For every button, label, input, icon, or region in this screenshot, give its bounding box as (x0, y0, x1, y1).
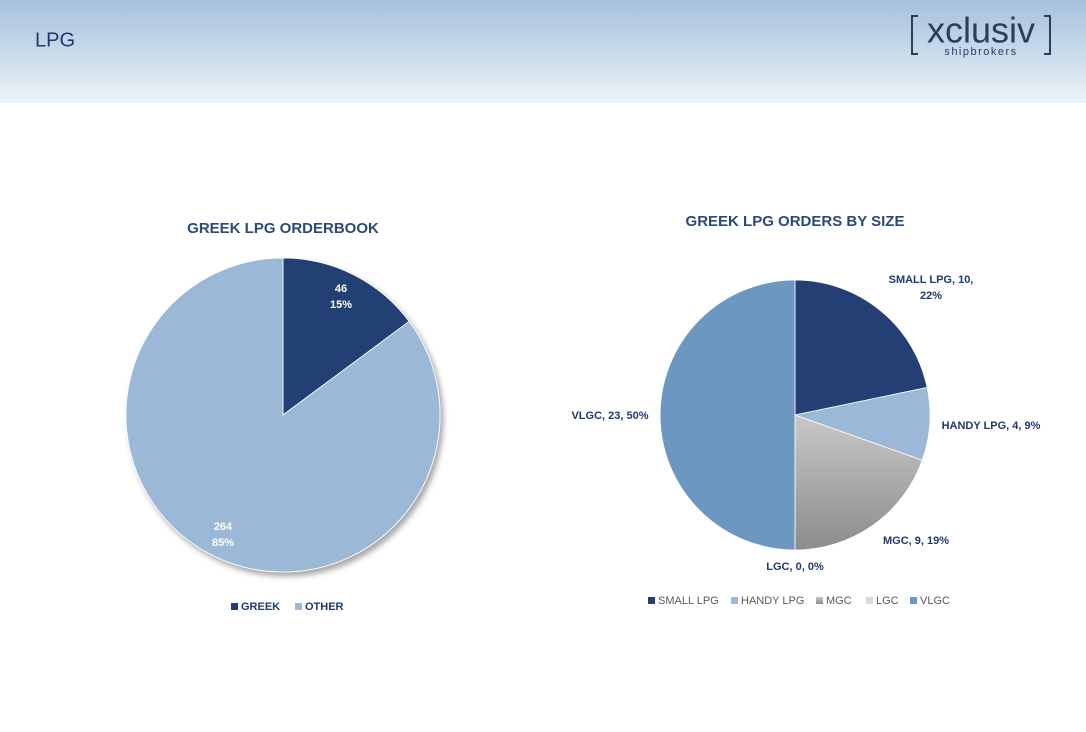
legend-label: VLGC (920, 595, 950, 607)
data-label: VLGC, 23, 50% (571, 410, 648, 422)
data-label: MGC, 9, 19% (883, 535, 949, 547)
logo-sub: shipbrokers (944, 46, 1017, 58)
data-label: SMALL LPG, 10, (889, 274, 974, 286)
chart-title: GREEK LPG ORDERS BY SIZE (686, 213, 905, 230)
data-label: 15% (330, 299, 352, 311)
pie (659, 279, 931, 551)
pie-slice (125, 257, 441, 573)
page-title: LPG (35, 29, 75, 51)
logo-brackets (911, 15, 1051, 55)
chart-title: GREEK LPG ORDERBOOK (187, 220, 379, 237)
legend-swatch (231, 603, 238, 610)
data-label: 22% (920, 290, 942, 302)
legend-label: OTHER (305, 601, 344, 613)
data-label: 46 (335, 283, 347, 295)
pie-slice (282, 257, 410, 416)
pie-slice (659, 279, 796, 551)
logo: xclusiv (927, 10, 1035, 51)
legend-swatch (910, 597, 917, 604)
header-band (0, 0, 1086, 103)
legend-swatch (731, 597, 738, 604)
pie (125, 257, 441, 573)
pie-slice (794, 414, 923, 551)
data-label: LGC, 0, 0% (766, 561, 824, 573)
legend-label: MGC (826, 595, 852, 607)
legend-label: LGC (876, 595, 899, 607)
legend-swatch (648, 597, 655, 604)
data-label: HANDY LPG, 4, 9% (942, 420, 1041, 432)
legend-swatch (816, 597, 823, 604)
legend-swatch (866, 597, 873, 604)
data-label: 85% (212, 537, 234, 549)
legend-label: HANDY LPG (741, 595, 804, 607)
legend-label: SMALL LPG (658, 595, 719, 607)
data-label: 264 (214, 521, 233, 533)
legend-label: GREEK (241, 601, 280, 613)
legend-swatch (295, 603, 302, 610)
pie-slice (794, 279, 928, 416)
